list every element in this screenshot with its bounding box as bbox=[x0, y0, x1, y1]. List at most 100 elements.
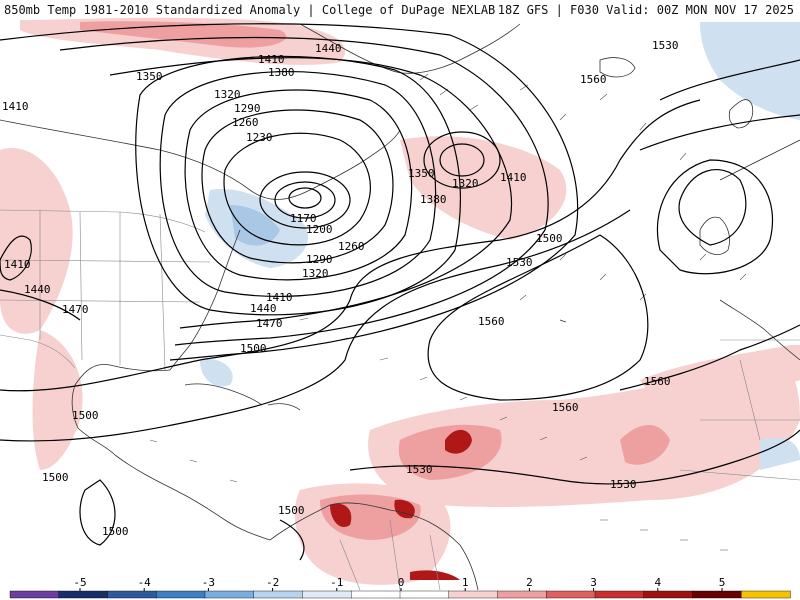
contour-label: 1320 bbox=[214, 88, 241, 101]
border-south-america bbox=[339, 519, 441, 591]
contour-line bbox=[259, 171, 351, 229]
contour-line bbox=[59, 36, 549, 346]
contour-label: 1440 bbox=[315, 42, 342, 55]
contour-label: 1560 bbox=[552, 401, 579, 414]
colorbar-segment bbox=[448, 590, 499, 599]
cold-anomaly-lower-right bbox=[760, 437, 800, 470]
contour-label: 1260 bbox=[232, 116, 259, 129]
colorbar-tick-label: 3 bbox=[590, 576, 597, 589]
contour-line bbox=[79, 479, 116, 546]
colorbar-segment bbox=[594, 590, 645, 599]
contour-line bbox=[656, 159, 774, 275]
contour-line bbox=[0, 209, 631, 442]
colorbar-tick-label: -5 bbox=[73, 576, 86, 589]
contour-label: 1530 bbox=[506, 256, 533, 269]
cold-anomaly-caribbean bbox=[200, 359, 233, 387]
contour-label: 1410 bbox=[258, 53, 285, 66]
contour-label: 1230 bbox=[246, 131, 273, 144]
coastline-europe bbox=[719, 139, 800, 181]
contour-line bbox=[349, 429, 800, 485]
colorbar-segment bbox=[497, 590, 547, 599]
contour-line bbox=[223, 132, 371, 246]
model-valid-time: 18Z GFS | F030 Valid: 00Z MON NOV 17 202… bbox=[497, 3, 794, 17]
border-africa bbox=[679, 339, 800, 481]
contour-label: 1500 bbox=[102, 525, 129, 538]
colorbar-segment bbox=[741, 590, 791, 599]
colorbar-tick-label: -4 bbox=[138, 576, 152, 589]
colorbar-tick-label: 1 bbox=[462, 576, 469, 589]
colorbar-segment bbox=[156, 590, 206, 599]
warm-anomaly-lower-right bbox=[640, 345, 800, 397]
colorbar-segment bbox=[399, 590, 450, 599]
contour-label: 1530 bbox=[652, 39, 679, 52]
contour-line bbox=[0, 289, 81, 321]
wind-barbs bbox=[149, 73, 747, 551]
contour-label: 1170 bbox=[290, 212, 317, 225]
contour-label: 1380 bbox=[420, 193, 447, 206]
warm-anomaly-east bbox=[620, 425, 670, 465]
coastline-greenland bbox=[299, 23, 521, 74]
wind-barb bbox=[299, 317, 588, 461]
coastline-east-us bbox=[169, 229, 241, 371]
colorbar-tick-label: 4 bbox=[654, 576, 661, 589]
colorbar-tick-label: 2 bbox=[526, 576, 533, 589]
colorbar-segment bbox=[9, 590, 60, 599]
contour-label: 1410 bbox=[500, 171, 527, 184]
coastline-gulf bbox=[71, 363, 171, 456]
colorbar-segment bbox=[107, 590, 157, 599]
contour-label: 1440 bbox=[24, 283, 51, 296]
contour-label: 1560 bbox=[478, 315, 505, 328]
colorbar-tick-label: -1 bbox=[330, 576, 343, 589]
colorbar-tick-label: -2 bbox=[266, 576, 279, 589]
contour-label: 1260 bbox=[338, 240, 365, 253]
coastline-cuba bbox=[184, 383, 263, 406]
map-title: 850mb Temp 1981-2010 Standardized Anomal… bbox=[4, 3, 496, 17]
contour-line bbox=[619, 324, 800, 391]
colorbar-segment bbox=[302, 590, 352, 599]
contour-line bbox=[184, 89, 413, 281]
colorbar-tick-labels: -5 -4 -3 -2 -1 0 1 2 3 4 5 bbox=[73, 576, 725, 591]
coastline-south-america bbox=[269, 502, 479, 591]
contour-line bbox=[135, 55, 461, 316]
contour-line bbox=[201, 109, 394, 264]
political-borders bbox=[0, 209, 800, 591]
colorbar-segment bbox=[253, 590, 304, 599]
contour-label: 1350 bbox=[136, 70, 163, 83]
contour-label: 1200 bbox=[306, 223, 333, 236]
contour-label: 1530 bbox=[610, 478, 637, 491]
coastline-canada bbox=[0, 119, 401, 200]
coastline-iberia bbox=[699, 216, 730, 255]
contour-line bbox=[423, 131, 501, 189]
colorbar-tick-label: 5 bbox=[719, 576, 726, 589]
coastline-iceland bbox=[599, 57, 636, 78]
contour-label: 1290 bbox=[306, 253, 333, 266]
contour-label: 1380 bbox=[268, 66, 295, 79]
contour-label: 1410 bbox=[2, 100, 29, 113]
contour-label: 1500 bbox=[240, 342, 267, 355]
contour-label: 1410 bbox=[4, 258, 31, 271]
contour-line bbox=[0, 235, 32, 281]
coastlines bbox=[0, 23, 800, 591]
contour-label: 1560 bbox=[644, 375, 671, 388]
colorbar-segment bbox=[546, 590, 596, 599]
contour-label: 1410 bbox=[266, 291, 293, 304]
colorbar-tick-label: -3 bbox=[202, 576, 215, 589]
contour-label: 1530 bbox=[406, 463, 433, 476]
wind-barb bbox=[149, 439, 728, 551]
warm-anomaly-bottom bbox=[410, 570, 460, 580]
colorbar-segment bbox=[643, 590, 694, 599]
warm-anomaly-tropics-core bbox=[445, 429, 472, 454]
contour-label: 1470 bbox=[256, 317, 283, 330]
contour-line bbox=[288, 187, 322, 209]
contour-line bbox=[678, 169, 747, 246]
contour-label: 1350 bbox=[408, 167, 435, 180]
colorbar-segment bbox=[58, 590, 109, 599]
contour-label: 1500 bbox=[42, 471, 69, 484]
contour-line bbox=[274, 181, 336, 219]
contour-label: 1500 bbox=[536, 232, 563, 245]
warm-anomaly-mexico bbox=[32, 330, 83, 470]
wind-barb bbox=[519, 253, 747, 301]
warm-anomaly-south-core bbox=[330, 499, 415, 528]
